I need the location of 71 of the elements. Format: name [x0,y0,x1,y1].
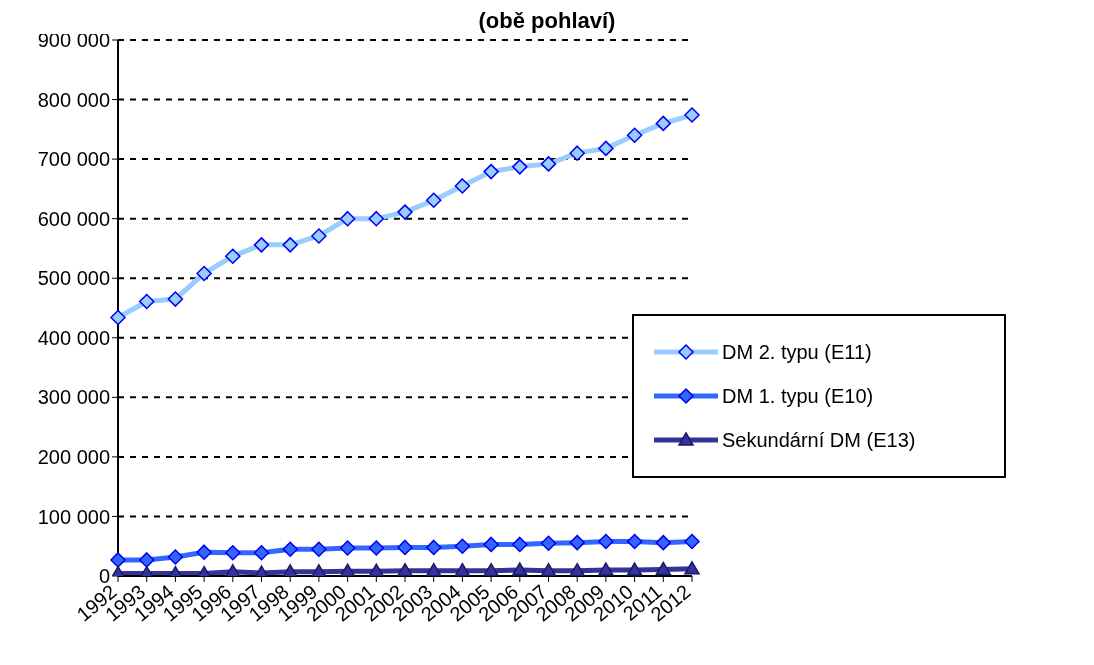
point [339,210,356,227]
point [540,156,557,172]
point [138,552,155,568]
y-tick-label: 200 000 [37,445,110,468]
point [397,539,413,556]
y-tick-label: 800 000 [37,88,110,111]
point [626,562,643,576]
y-tick-label: 400 000 [37,326,110,349]
point [454,178,471,194]
legend-label: DM 1. typu (E10) [722,384,874,408]
point [454,538,471,554]
point [425,562,442,576]
point [311,564,327,576]
y-tick-label: 300 000 [37,386,110,409]
y-tick-label: 900 000 [37,29,110,52]
point [655,534,672,551]
point [311,541,327,557]
point [282,541,298,557]
point [311,228,327,244]
point [655,115,672,132]
point [483,163,499,180]
point [626,127,643,144]
point [569,562,585,576]
point [225,248,241,264]
point [138,293,155,310]
point [282,237,298,253]
point [569,534,585,551]
point [339,540,356,556]
point [196,265,212,282]
y-tick-label: 600 000 [37,207,110,230]
point [397,204,413,220]
point [684,107,700,123]
point [425,192,442,208]
point [225,545,241,561]
point [225,564,241,576]
point [167,549,184,565]
point [110,552,126,568]
point [397,562,413,576]
point [368,210,385,227]
point [540,562,557,576]
point [483,562,499,576]
point [282,564,298,576]
point [253,545,270,561]
legend-label: Sekundární DM (E13) [722,428,916,452]
point [512,159,528,175]
point [483,536,499,553]
point [454,562,471,576]
point [196,544,212,560]
y-tick-label: 700 000 [37,148,110,171]
point [167,291,184,307]
point [512,536,528,553]
point [512,562,528,576]
point [684,561,700,575]
point [655,561,672,576]
point [569,145,585,161]
point [368,540,385,556]
point [598,562,614,576]
chart-title: (obě pohlaví) [478,8,616,33]
y-tick-label: 500 000 [37,267,110,290]
legend-label: DM 2. typu (E11) [722,340,872,364]
point [626,533,643,550]
point [684,533,700,550]
point [253,237,270,253]
point [339,563,356,576]
point [598,140,614,157]
point [110,309,126,326]
y-tick-label: 100 000 [37,505,110,528]
point [598,533,614,550]
point [425,539,442,556]
point [540,535,557,551]
point [368,563,385,576]
